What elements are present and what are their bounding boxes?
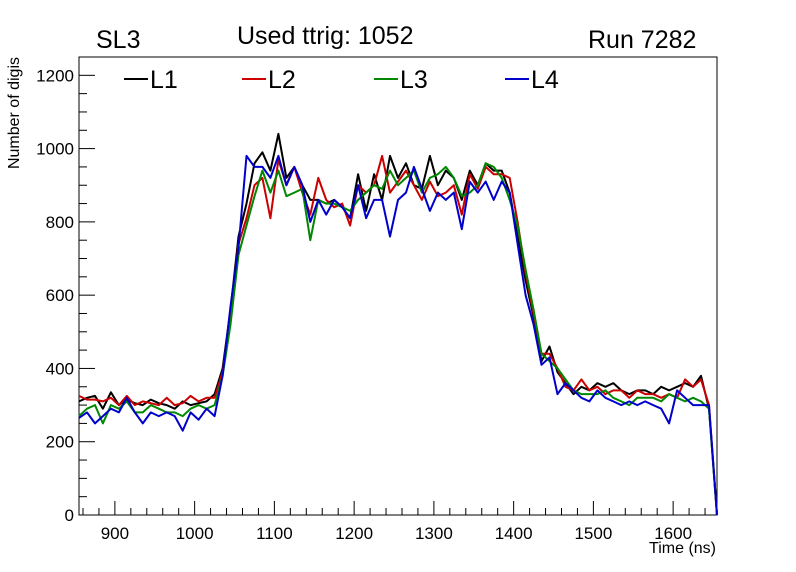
legend-label-l2: L2 [268,66,296,94]
x-tick-label: 1100 [256,524,293,543]
y-axis-label: Number of digis [6,57,23,169]
series-group [78,132,718,516]
x-tick-label: 1400 [495,524,533,543]
superlayer-label: SL3 [96,26,141,54]
x-tick-label: 1200 [335,524,373,543]
axis-ticks: 900 1000 1100 1200 1300 1400 1500 1600 0 200 400 60… [36,56,706,543]
x-tick-label: 1600 [654,524,692,543]
x-tick-label: 1300 [415,524,453,543]
legend-label-l3: L3 [400,66,428,94]
x-tick-label: 1500 [574,524,612,543]
legend-label-l4: L4 [531,66,559,94]
series-line-l2 [78,154,718,516]
y-tick-label: 800 [46,213,74,232]
y-tick-label: 200 [46,433,74,452]
plot-frame [78,56,718,516]
x-tick-label: 1000 [176,524,214,543]
y-tick-label: 1200 [36,66,74,85]
y-tick-label: 1000 [36,140,74,159]
legend-label-l1: L1 [150,66,178,94]
y-tick-label: 600 [46,286,74,305]
legend: L1 L2 L3 L4 [124,66,559,94]
series-line-l4 [78,154,718,516]
y-tick-label: 400 [46,359,74,378]
y-tick-label: 0 [65,506,74,525]
run-label: Run 7282 [588,26,697,54]
x-axis-label: Time (ns) [649,540,716,557]
series-line-l3 [78,162,718,516]
x-tick-label: 900 [101,524,129,543]
chart-title: Used ttrig: 1052 [237,22,414,50]
series-line-l1 [78,132,718,516]
